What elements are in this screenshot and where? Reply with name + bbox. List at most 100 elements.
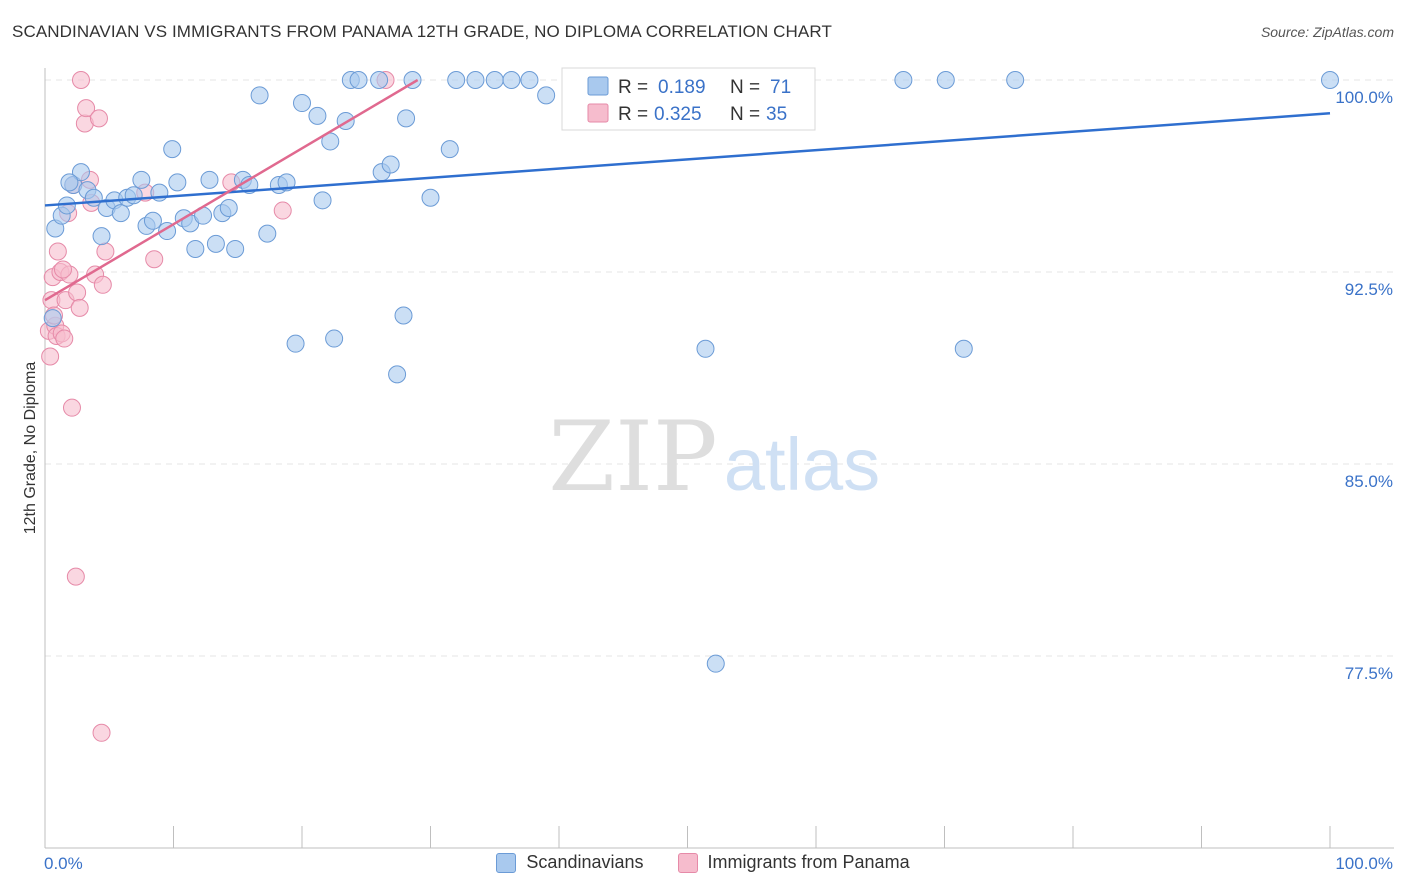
point-scandinavian [206,234,225,253]
point-scandinavian [219,199,238,217]
stats-box: R = 0.189 N = 71 R = 0.325 N = 35 [561,67,816,131]
y-tick-label: 92.5% [1345,280,1393,299]
point-panama [89,109,108,128]
legend-label: Immigrants from Panama [707,852,910,872]
point-scandinavian [397,109,416,128]
source-label: Source: ZipAtlas.com [1260,24,1394,40]
point-scandinavian [894,71,913,89]
point-panama [273,201,292,220]
point-scandinavian [258,224,277,243]
point-scandinavian [250,86,269,105]
point-scandinavian [485,71,504,89]
point-panama [71,71,90,89]
watermark-zip: ZIP [548,401,717,513]
point-panama [145,250,164,269]
legend-item-panama[interactable]: Immigrants from Panama [677,852,910,873]
point-panama [53,260,72,279]
svg-text:R = 0.189 N =: R = 0.189 N = 71 [618,77,791,98]
y-tick-labels: 100.0% 92.5% 85.0% 77.5% [1335,88,1393,683]
stats-n-value: 35 [766,104,787,125]
x-tick-label: 100.0% [1335,854,1393,873]
legend-item-scandinavians[interactable]: Scandinavians [496,852,644,873]
x-tick-label: 0.0% [44,854,83,873]
point-scandinavian [124,186,143,205]
point-scandinavian [349,71,368,89]
point-scandinavian [168,173,187,192]
point-panama [92,723,111,742]
point-scandinavian [226,239,245,258]
point-panama [48,242,67,261]
point-scandinavian [394,306,413,325]
point-scandinavian [502,71,521,89]
point-scandinavian [936,71,955,89]
legend: Scandinavians Immigrants from Panama [0,852,1406,873]
trend-lines [44,78,1331,302]
stats-r-label: R = [618,104,653,125]
point-scandinavian [200,170,219,189]
stats-n-value: 71 [770,77,791,98]
point-scandinavian [440,140,459,159]
y-tick-label: 77.5% [1345,664,1393,683]
stats-r-label: R = [618,77,653,98]
point-scandinavian [325,329,344,348]
point-panama [70,298,89,317]
legend-swatch-pink [677,852,698,873]
watermark: ZIP atlas [548,401,880,513]
point-panama [77,99,96,118]
trend-line-scandinavians [44,112,1331,207]
point-panama [93,275,112,294]
point-panama [96,242,115,261]
watermark-atlas: atlas [724,423,880,506]
legend-swatch-blue [496,852,517,873]
point-scandinavian [92,227,111,246]
point-scandinavian [293,94,311,113]
point-scandinavian [308,106,327,125]
point-panama [41,347,60,366]
point-scandinavian [1321,71,1339,89]
stats-r-value: 0.189 [658,77,706,98]
stats-r-value: 0.325 [654,104,702,125]
point-scandinavian [466,71,485,89]
point-scandinavian [71,163,90,182]
trend-line-panama [44,78,419,302]
point-panama [66,567,85,586]
point-scandinavian [696,339,715,358]
y-tick-label: 85.0% [1345,472,1393,491]
point-scandinavian [313,191,332,210]
svg-text:R = 0.325 N =: R = 0.325 N = 35 [618,104,787,125]
stats-swatch-panama [587,103,609,123]
gridlines [45,79,1394,657]
legend-label: Scandinavians [526,852,644,872]
point-scandinavian [447,71,466,89]
point-scandinavian [286,334,305,353]
point-scandinavian [370,71,389,89]
point-scandinavian [1006,71,1025,89]
point-scandinavian [163,140,182,159]
point-scandinavian [388,365,407,384]
point-scandinavian [520,71,539,89]
y-tick-label: 100.0% [1335,88,1393,107]
point-scandinavian [60,173,79,192]
chart-title: SCANDINAVIAN VS IMMIGRANTS FROM PANAMA 1… [12,22,832,41]
series-immigrants-from-panama [39,71,395,742]
stats-n-label: N = [730,77,765,98]
point-scandinavian [111,204,130,223]
point-scandinavian [706,654,725,673]
point-scandinavian [421,188,440,207]
point-panama [55,329,74,348]
axes [44,68,1394,849]
series-scandinavians [43,71,1339,673]
point-scandinavian [43,309,62,328]
point-panama [62,398,81,417]
point-scandinavian [132,170,151,189]
y-axis-label: 12th Grade, No Diploma [22,362,39,535]
x-tick-labels: 0.0% 100.0% [44,854,1393,873]
point-scandinavian [186,239,205,258]
point-scandinavian [954,339,973,358]
point-scandinavian [381,155,400,174]
stats-n-label: N = [730,104,765,125]
stats-swatch-scandinavians [587,76,609,96]
point-scandinavian [537,86,556,105]
point-panama [68,283,87,302]
